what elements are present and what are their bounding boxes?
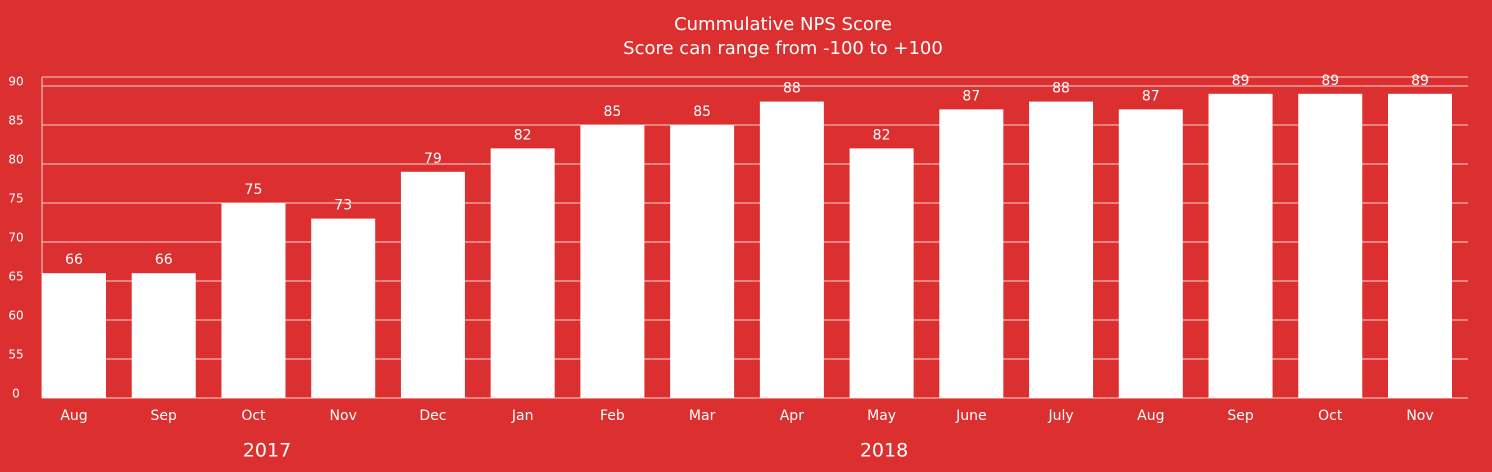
value-label: 87 <box>962 88 980 104</box>
x-tick-label: Apr <box>780 408 804 424</box>
y-tick-label: 75 <box>8 192 23 206</box>
x-tick-label: June <box>955 408 987 424</box>
year-label: 2018 <box>860 440 908 462</box>
bar <box>939 109 1004 399</box>
x-tick-label: Nov <box>1406 408 1433 424</box>
y-tick-label: 80 <box>8 153 23 167</box>
bar <box>759 101 824 398</box>
x-tick-label: Sep <box>151 408 178 424</box>
value-label: 88 <box>1052 81 1070 97</box>
x-tick-label: Dec <box>419 408 446 424</box>
x-tick-label: Oct <box>1318 408 1343 424</box>
value-label: 66 <box>65 252 83 268</box>
value-label: 66 <box>155 252 173 268</box>
x-tick-label: Sep <box>1227 408 1254 424</box>
y-tick-label: 60 <box>8 309 23 323</box>
bar <box>1298 93 1363 399</box>
x-tick-label: Mar <box>689 408 716 424</box>
value-label: 89 <box>1232 73 1250 89</box>
bar <box>670 125 735 398</box>
bar <box>42 273 106 398</box>
y-tick-label: 90 <box>8 75 23 89</box>
value-label: 82 <box>514 127 532 143</box>
value-label: 75 <box>245 182 263 198</box>
value-label: 79 <box>424 151 442 167</box>
x-tick-label: Aug <box>60 408 87 424</box>
x-tick-label: July <box>1047 408 1073 424</box>
bar <box>1208 93 1273 399</box>
bar <box>490 148 555 398</box>
bar <box>849 148 914 398</box>
bar <box>580 125 645 398</box>
value-label: 89 <box>1411 73 1429 89</box>
bar <box>1118 109 1183 399</box>
y-tick-label: 85 <box>8 114 23 128</box>
value-label: 88 <box>783 81 801 97</box>
bar <box>1029 101 1094 398</box>
bar <box>1388 93 1452 399</box>
x-tick-label: Oct <box>241 408 266 424</box>
bar <box>400 171 465 398</box>
x-tick-label: May <box>867 408 896 424</box>
value-label: 85 <box>603 104 621 120</box>
chart-subtitle: Score can range from -100 to +100 <box>623 38 943 59</box>
bar <box>311 218 376 398</box>
y-tick-label: 0 <box>12 387 20 401</box>
value-label: 73 <box>334 198 352 214</box>
x-tick-label: Nov <box>330 408 357 424</box>
bar <box>221 203 286 398</box>
x-tick-label: Aug <box>1137 408 1164 424</box>
value-label: 89 <box>1321 73 1339 89</box>
chart-title: Cummulative NPS Score <box>674 14 892 35</box>
y-tick-label: 70 <box>8 231 23 245</box>
x-tick-label: Jan <box>511 408 534 424</box>
value-label: 87 <box>1142 88 1160 104</box>
x-tick-label: Feb <box>600 408 625 424</box>
y-tick-label: 55 <box>8 348 23 362</box>
value-label: 82 <box>873 127 891 143</box>
year-label: 2017 <box>243 440 291 462</box>
value-label: 85 <box>693 104 711 120</box>
y-tick-label: 65 <box>8 270 23 284</box>
bar <box>131 273 196 398</box>
